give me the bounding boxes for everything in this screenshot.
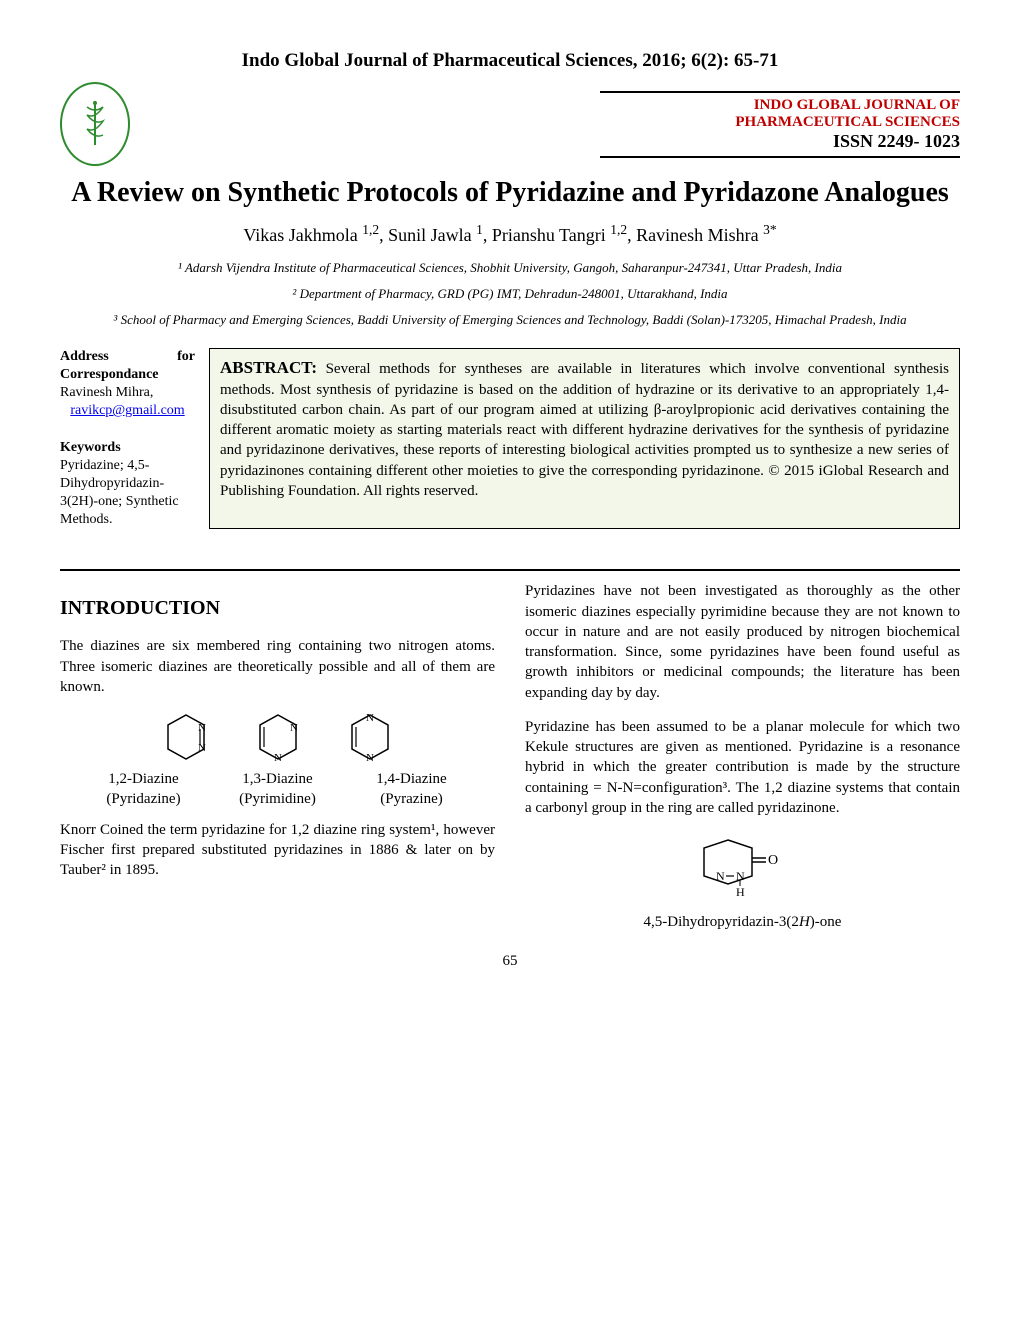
affiliation-2: ² Department of Pharmacy, GRD (PG) IMT, …: [60, 286, 960, 302]
diazine-figure: N N N N N N 1,2-D: [60, 711, 495, 810]
pyridazone-figure: N N O H 4,5-Dihydropyridazin-3(2H)-one: [525, 832, 960, 933]
affiliation-1: ¹ Adarsh Vijendra Institute of Pharmaceu…: [60, 260, 960, 276]
authors-line: Vikas Jakhmola 1,2, Sunil Jawla 1, Prian…: [60, 222, 960, 246]
correspondence-email[interactable]: ravikcp@gmail.com: [60, 402, 195, 420]
pyridazone-structure-icon: N N O H: [688, 832, 798, 902]
section-divider: [60, 569, 960, 571]
svg-text:N: N: [366, 752, 374, 763]
keywords-heading: Keywords: [60, 439, 195, 457]
col2-paragraph-1: Pyridazines have not been investigated a…: [525, 581, 960, 703]
journal-name-box: INDO GLOBAL JOURNAL OF PHARMACEUTICAL SC…: [600, 91, 960, 158]
diazine-structures-row: N N N N N N: [60, 711, 495, 763]
correspondence-heading: Address for Correspondance: [60, 348, 195, 384]
intro-paragraph-1: The diazines are six membered ring conta…: [60, 636, 495, 697]
column-right: Pyridazines have not been investigated a…: [525, 581, 960, 932]
article-title: A Review on Synthetic Protocols of Pyrid…: [60, 176, 960, 210]
journal-name-line1: INDO GLOBAL JOURNAL OF: [600, 97, 960, 114]
col2-paragraph-2: Pyridazine has been assumed to be a plan…: [525, 717, 960, 818]
affiliation-3: ³ School of Pharmacy and Emerging Scienc…: [60, 312, 960, 328]
journal-logo: [60, 82, 130, 166]
svg-text:N: N: [716, 869, 725, 883]
svg-text:O: O: [768, 853, 778, 868]
correspondence-name: Ravinesh Mihra,: [60, 384, 195, 402]
pyridazine-structure-icon: N N: [160, 711, 212, 763]
pyrimidine-structure-icon: N N: [252, 711, 304, 763]
svg-text:N: N: [290, 722, 298, 734]
diazine-label-1: 1,2-Diazine (Pyridazine): [89, 769, 199, 810]
sidebar-meta: Address for Correspondance Ravinesh Mihr…: [60, 348, 195, 530]
keywords-text: Pyridazine; 4,5-Dihydropyridazin-3(2H)-o…: [60, 457, 195, 530]
introduction-heading: INTRODUCTION: [60, 595, 495, 622]
intro-paragraph-2: Knorr Coined the term pyridazine for 1,2…: [60, 820, 495, 881]
page-number: 65: [60, 953, 960, 970]
meta-row: Address for Correspondance Ravinesh Mihr…: [60, 348, 960, 530]
diazine-label-2: 1,3-Diazine (Pyrimidine): [223, 769, 333, 810]
svg-text:N: N: [366, 712, 374, 724]
pyridazone-caption: 4,5-Dihydropyridazin-3(2H)-one: [525, 912, 960, 932]
abstract-label: ABSTRACT:: [220, 358, 317, 377]
svg-text:N: N: [198, 742, 206, 754]
abstract-box: ABSTRACT: Several methods for syntheses …: [209, 348, 960, 530]
column-left: INTRODUCTION The diazines are six member…: [60, 581, 495, 932]
journal-name-line2: PHARMACEUTICAL SCIENCES: [600, 114, 960, 131]
abstract-text: Several methods for syntheses are availa…: [220, 361, 949, 499]
running-head: Indo Global Journal of Pharmaceutical Sc…: [60, 50, 960, 72]
svg-text:N: N: [274, 752, 282, 763]
pyrazine-structure-icon: N N: [344, 711, 396, 763]
diazine-label-3: 1,4-Diazine (Pyrazine): [357, 769, 467, 810]
journal-issn: ISSN 2249- 1023: [600, 131, 960, 152]
caduceus-icon: [75, 99, 115, 149]
header-row: INDO GLOBAL JOURNAL OF PHARMACEUTICAL SC…: [60, 82, 960, 166]
svg-text:N: N: [198, 722, 206, 734]
two-column-body: INTRODUCTION The diazines are six member…: [60, 581, 960, 932]
svg-text:H: H: [736, 885, 745, 899]
diazine-labels-row: 1,2-Diazine (Pyridazine) 1,3-Diazine (Py…: [60, 769, 495, 810]
